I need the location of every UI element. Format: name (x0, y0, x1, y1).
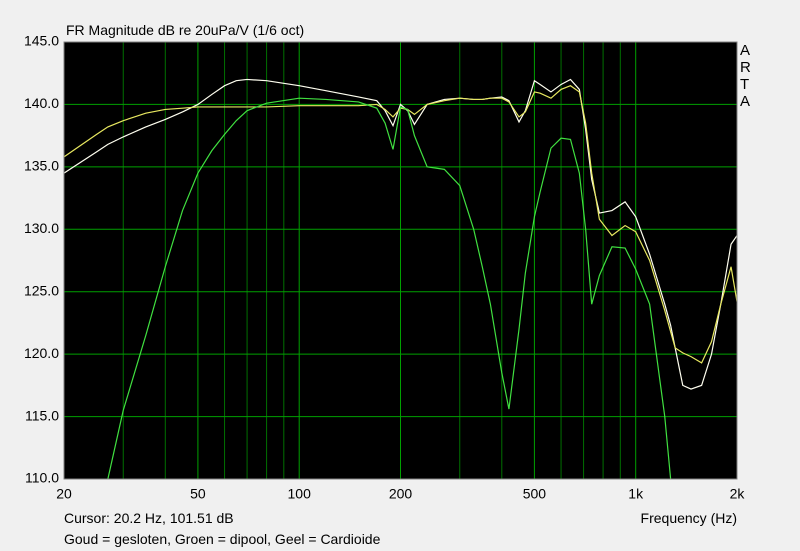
x-tick-label: 1k (628, 486, 644, 502)
y-tick-label: 120.0 (24, 345, 59, 361)
plot-border (63, 41, 738, 480)
series-line (107, 97, 672, 479)
x-tick-label: 200 (389, 486, 413, 502)
x-tick-label: 2k (730, 486, 746, 502)
chart-title: FR Magnitude dB re 20uPa/V (1/6 oct) (66, 22, 305, 38)
y-tick-label: 125.0 (24, 282, 59, 298)
x-tick-label: 100 (288, 486, 312, 502)
y-tick-label: 110.0 (25, 470, 59, 486)
series-line (64, 85, 737, 364)
y-tick-label: 115.0 (25, 407, 59, 423)
y-tick-label: 145.0 (24, 33, 59, 49)
legend-text: Goud = gesloten, Groen = dipool, Geel = … (64, 531, 381, 547)
x-tick-label: 500 (523, 486, 547, 502)
x-tick-label: 20 (56, 486, 72, 502)
x-tick-label: 50 (190, 486, 206, 502)
brand: ARTA (740, 42, 751, 110)
x-axis-label: Frequency (Hz) (640, 510, 737, 526)
y-tick-label: 130.0 (24, 220, 59, 236)
cursor-readout: Cursor: 20.2 Hz, 101.51 dB (64, 510, 234, 526)
y-tick-label: 135.0 (24, 158, 59, 174)
y-tick-label: 140.0 (24, 95, 59, 111)
